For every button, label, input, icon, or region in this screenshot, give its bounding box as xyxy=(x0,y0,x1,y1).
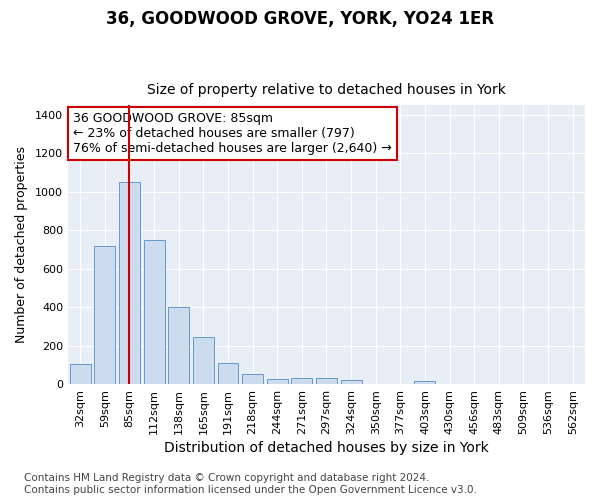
Bar xyxy=(94,246,115,384)
Text: 36, GOODWOOD GROVE, YORK, YO24 1ER: 36, GOODWOOD GROVE, YORK, YO24 1ER xyxy=(106,10,494,28)
Bar xyxy=(415,380,436,384)
Bar xyxy=(193,337,214,384)
Title: Size of property relative to detached houses in York: Size of property relative to detached ho… xyxy=(147,83,506,97)
Text: 36 GOODWOOD GROVE: 85sqm
← 23% of detached houses are smaller (797)
76% of semi-: 36 GOODWOOD GROVE: 85sqm ← 23% of detach… xyxy=(73,112,392,155)
Bar xyxy=(168,307,189,384)
Bar xyxy=(70,364,91,384)
X-axis label: Distribution of detached houses by size in York: Distribution of detached houses by size … xyxy=(164,441,489,455)
Bar xyxy=(267,378,287,384)
Bar xyxy=(292,378,313,384)
Bar xyxy=(119,182,140,384)
Bar xyxy=(341,380,362,384)
Bar xyxy=(316,378,337,384)
Bar xyxy=(242,374,263,384)
Y-axis label: Number of detached properties: Number of detached properties xyxy=(15,146,28,343)
Bar xyxy=(218,363,238,384)
Bar xyxy=(143,240,164,384)
Text: Contains HM Land Registry data © Crown copyright and database right 2024.
Contai: Contains HM Land Registry data © Crown c… xyxy=(24,474,477,495)
